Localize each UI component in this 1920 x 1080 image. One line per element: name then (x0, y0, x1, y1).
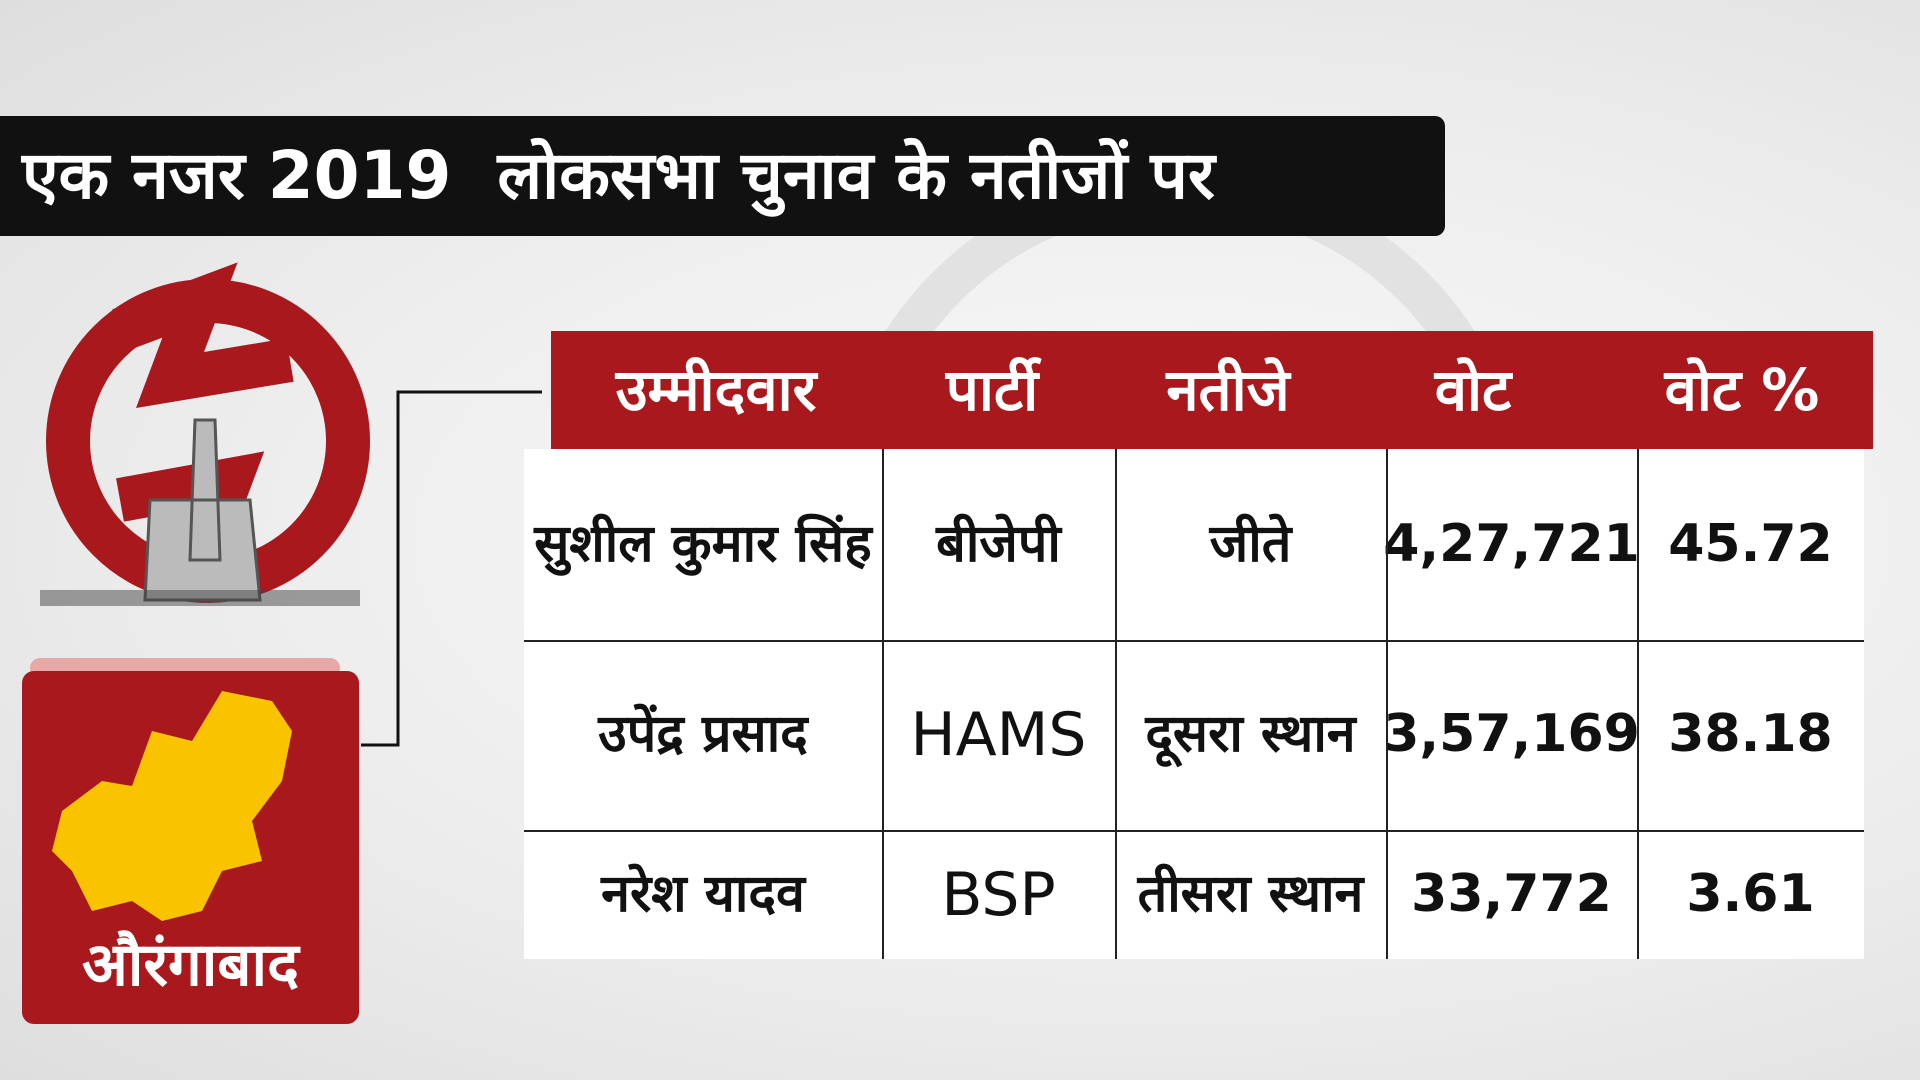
table-cell: तीसरा स्थान (1137, 863, 1364, 924)
table-body: सुशील कुमार सिंह बीजेपी जीते 4,27,721 45.72 उ… (524, 449, 1864, 959)
table-header: उम्मीदवार पार्टी नतीजे वोट वोट % (551, 331, 1873, 449)
column-divider (882, 449, 884, 959)
column-divider (1386, 449, 1388, 959)
table-cell: 45.72 (1668, 513, 1833, 574)
header-cell: वोट (1434, 356, 1512, 424)
header-cell: उम्मीदवार (615, 356, 817, 424)
table-cell: 4,27,721 (1383, 513, 1640, 574)
row-divider (524, 640, 1864, 642)
table-cell: 3,57,169 (1383, 704, 1640, 765)
table-cell: जीते (1209, 513, 1292, 574)
table-cell: 38.18 (1668, 704, 1833, 765)
connector (361, 390, 542, 747)
row-divider (524, 830, 1864, 832)
column-divider (1115, 449, 1117, 959)
table-cell: उपेंद्र प्रसाद (598, 704, 808, 765)
table-cell: 33,772 (1411, 863, 1612, 924)
table-cell: BSP (941, 859, 1056, 930)
table-cell: सुशील कुमार सिंह (534, 513, 872, 574)
column-divider (1637, 449, 1639, 959)
table-cell: HAMS (910, 700, 1087, 770)
header-cell: वोट % (1664, 356, 1820, 424)
table-cell: बीजेपी (936, 513, 1061, 574)
table-cell: 3.61 (1686, 863, 1815, 924)
table-cell: नरेश यादव (601, 863, 805, 924)
region-box: औरंगाबाद (22, 671, 359, 1024)
region-map (52, 691, 292, 921)
table-cell: दूसरा स्थान (1145, 704, 1356, 765)
election-logo (40, 262, 370, 606)
header-cell: नतीजे (1166, 356, 1290, 424)
header-cell: पार्टी (945, 356, 1039, 424)
region-label: औरंगाबाद (82, 930, 299, 1000)
title: एक नजर 2019 लोकसभा चुनाव के नतीजों पर (0, 116, 1445, 236)
